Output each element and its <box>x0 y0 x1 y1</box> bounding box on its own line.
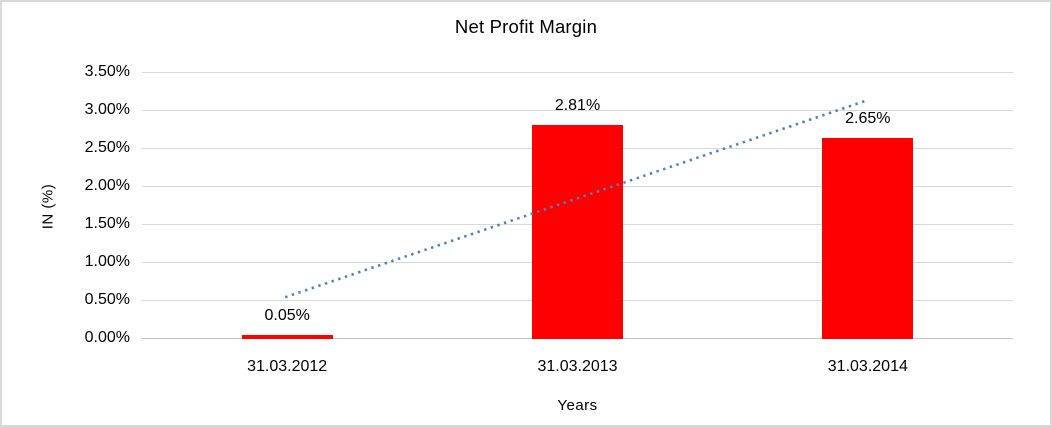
y-tick-label: 2.00% <box>84 177 130 194</box>
y-tick-label: 0.00% <box>84 329 130 346</box>
bar <box>532 125 623 339</box>
y-tick-label: 1.00% <box>84 253 130 270</box>
y-tick-label: 1.50% <box>84 215 130 232</box>
y-tick-label: 3.50% <box>84 63 130 80</box>
x-tick-label: 31.03.2014 <box>827 358 908 375</box>
chart-title: Net Profit Margin <box>454 16 598 37</box>
y-tick-label: 0.50% <box>84 291 130 308</box>
y-axis-title: IN (%) <box>39 183 57 230</box>
bar <box>822 137 914 339</box>
plot-area: 0.05% 2.81% 2.65% <box>142 72 1013 339</box>
bar-data-label: 2.81% <box>554 97 601 115</box>
bar-data-label: 2.65% <box>845 109 891 127</box>
bar-data-label: 0.05% <box>264 307 310 325</box>
y-tick-label: 3.00% <box>84 101 130 118</box>
bar <box>241 335 333 339</box>
y-tick-label: 2.50% <box>84 139 130 156</box>
x-axis-title: Years <box>557 397 598 414</box>
x-tick-label: 31.03.2012 <box>247 358 328 375</box>
x-tick-label: 31.03.2013 <box>537 358 618 375</box>
gridline <box>142 72 1013 73</box>
